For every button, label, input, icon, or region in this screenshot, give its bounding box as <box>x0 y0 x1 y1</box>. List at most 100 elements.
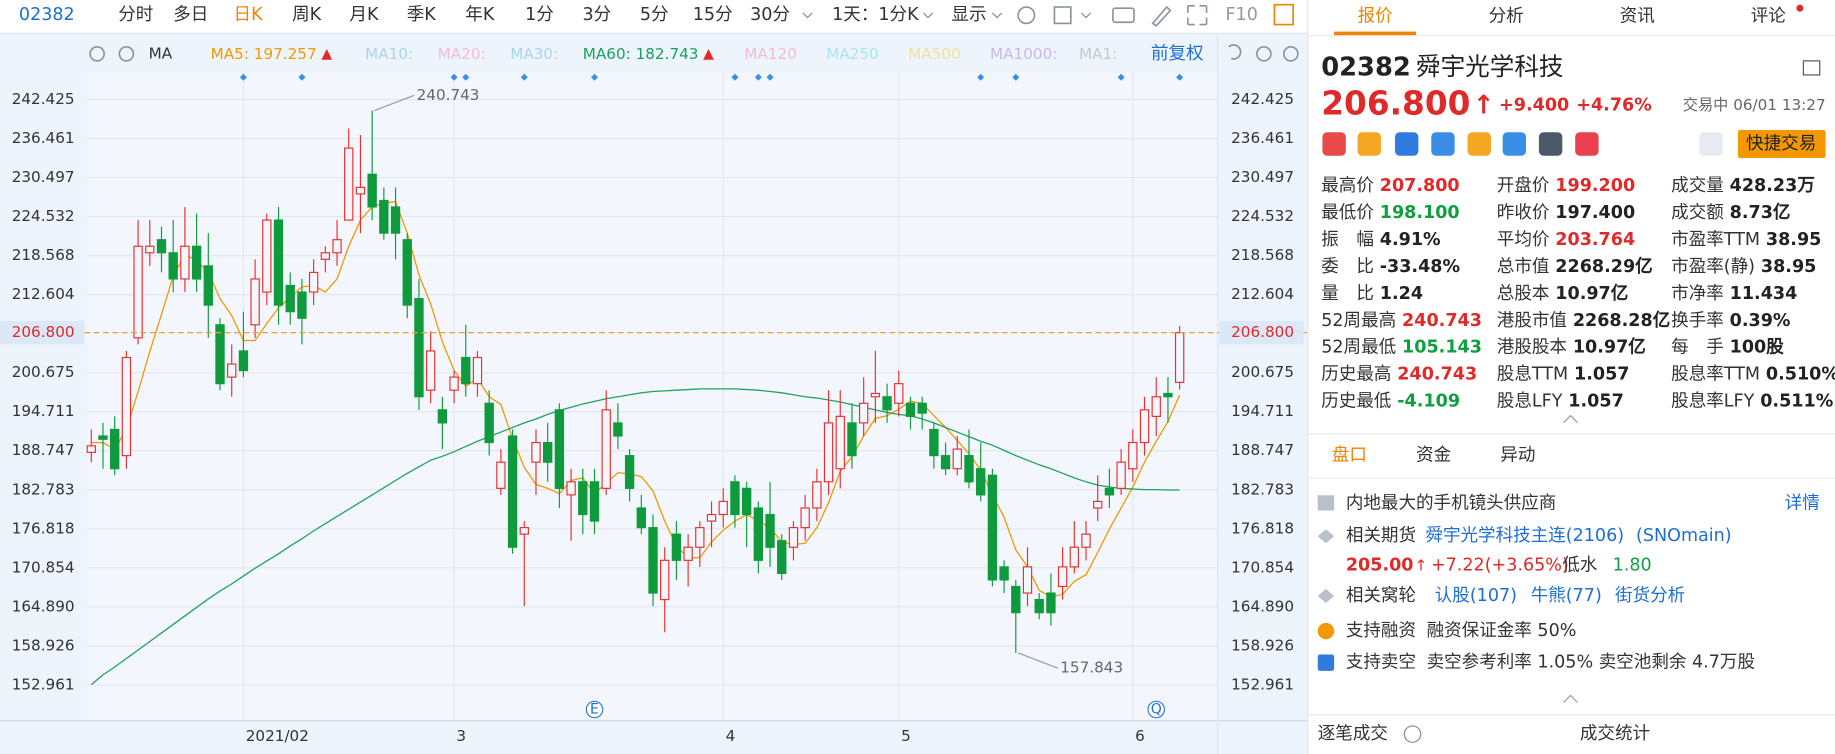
close-indicator-icon[interactable] <box>118 46 135 62</box>
stat-item: 昨收价 197.400 <box>1497 203 1635 223</box>
event-marker[interactable] <box>585 700 604 719</box>
footer-tab[interactable]: 成交统计 <box>1580 724 1650 744</box>
sidebar-icon[interactable] <box>1273 3 1294 26</box>
panel-tab[interactable]: 资讯 <box>1620 6 1655 26</box>
stat-item: 换手率 0.39% <box>1671 311 1791 331</box>
period-tab[interactable]: 多日 <box>173 5 208 25</box>
stat-item: 总市值 2268.29亿 <box>1497 256 1653 277</box>
stat-item: 市盈率TTM 38.95 <box>1671 230 1821 250</box>
trend-icon[interactable] <box>1467 132 1491 156</box>
stat-label: 开盘价 <box>1497 176 1550 196</box>
tag-icon[interactable] <box>1502 132 1527 156</box>
event-marker-label[interactable]: Q <box>1151 702 1162 718</box>
period-tab[interactable]: 1分 <box>525 5 554 25</box>
period-tab[interactable]: 5分 <box>640 5 669 25</box>
panel-subtab[interactable]: 盘口 <box>1332 445 1367 465</box>
interval-select[interactable]: 1天：1分K <box>832 5 919 25</box>
indicator-settings-icon[interactable] <box>89 46 105 62</box>
warrant-link[interactable]: 牛熊(77) <box>1531 586 1602 606</box>
period-tab[interactable]: 年K <box>465 5 495 25</box>
undo-icon[interactable] <box>1228 44 1242 60</box>
stat-label: 港股股本 <box>1497 338 1567 358</box>
event-marker-label[interactable]: E <box>590 702 599 718</box>
collapse-icon[interactable] <box>1563 414 1578 424</box>
stat-item: 最低价 198.100 <box>1321 203 1459 223</box>
candle-body <box>578 481 588 516</box>
period-tab[interactable]: 15分 <box>693 5 733 25</box>
stat-label: 量 比 <box>1321 284 1374 304</box>
event-diamond[interactable] <box>298 73 306 81</box>
alert-icon[interactable] <box>1699 132 1723 156</box>
stat-label: 最低价 <box>1321 203 1374 223</box>
f10-button[interactable]: F10 <box>1225 5 1257 25</box>
event-diamond[interactable] <box>766 73 774 81</box>
candle-body <box>753 507 764 561</box>
stat-item: 52周最低 105.143 <box>1321 338 1482 358</box>
y-tick-label: 212.604 <box>12 285 75 303</box>
period-tab[interactable]: 月K <box>349 5 379 25</box>
stat-value: 2268.29亿 <box>1555 256 1652 277</box>
trade-button[interactable] <box>1737 129 1826 159</box>
zoom-in-icon[interactable] <box>1282 46 1299 62</box>
flash-icon[interactable] <box>1357 132 1381 156</box>
warrant-link[interactable]: 街货分析 <box>1615 586 1685 606</box>
panel-tab[interactable]: 报价 <box>1358 6 1394 26</box>
pencil-icon[interactable] <box>1151 5 1172 27</box>
stat-item: 股息TTM 1.057 <box>1497 365 1630 385</box>
compare-icon[interactable] <box>1394 132 1419 156</box>
hk-icon[interactable] <box>1322 132 1346 156</box>
collapse-icon[interactable] <box>1563 694 1578 703</box>
stat-value: 100股 <box>1730 338 1785 358</box>
stat-label: 市盈率(静) <box>1671 257 1755 277</box>
candle-body <box>671 533 682 561</box>
camera-icon[interactable] <box>1112 7 1135 24</box>
period-tab[interactable]: 季K <box>407 5 437 25</box>
period-tab[interactable]: 周K <box>292 5 322 25</box>
event-diamond[interactable] <box>754 73 762 81</box>
period-tab[interactable]: 30分 <box>750 5 790 25</box>
panel-tab[interactable]: 分析 <box>1489 6 1524 26</box>
period-tab[interactable]: 日K <box>234 5 264 25</box>
settings-icon[interactable] <box>1017 6 1036 25</box>
panel-subtab[interactable]: 资金 <box>1416 445 1452 465</box>
trade-button-label[interactable]: 快捷交易 <box>1746 134 1816 154</box>
futures-code[interactable]: (SNOmain) <box>1636 526 1732 546</box>
dollar-icon[interactable] <box>1431 132 1455 156</box>
event-diamond[interactable] <box>450 73 458 81</box>
event-diamond[interactable] <box>462 73 470 81</box>
fullscreen-icon[interactable] <box>1187 5 1208 26</box>
profile-link[interactable]: 详情 <box>1785 493 1820 513</box>
panel-tab[interactable]: 评论 <box>1751 6 1787 26</box>
period-tab[interactable]: 3分 <box>582 5 611 25</box>
event-diamond[interactable] <box>520 73 528 81</box>
candle-body <box>285 284 295 313</box>
favorite-icon[interactable] <box>1575 132 1599 156</box>
panel-subtab[interactable]: 异动 <box>1500 445 1535 465</box>
ma-legend: MA5: 197.257 ▲ <box>211 44 333 62</box>
warrant-link[interactable]: 认股(107) <box>1435 586 1517 606</box>
event-diamond[interactable] <box>731 73 739 81</box>
period-tab[interactable]: 分时 <box>118 5 153 25</box>
adjust-select[interactable]: 前复权 <box>1151 44 1204 64</box>
futures-name[interactable]: 舜宇光学科技主连(2106) <box>1425 526 1624 546</box>
x-tick-label: 2021/02 <box>246 727 309 745</box>
event-diamond[interactable] <box>977 73 985 81</box>
candle-body <box>917 402 927 414</box>
layout-icon[interactable] <box>1053 6 1072 25</box>
stat-value: 240.743 <box>1402 311 1482 331</box>
event-diamond[interactable] <box>1117 73 1125 81</box>
menu-icon[interactable] <box>1802 60 1821 76</box>
ma-select[interactable]: MA <box>149 44 173 62</box>
event-marker[interactable] <box>1147 700 1166 719</box>
note-icon[interactable] <box>1538 132 1563 156</box>
event-diamond[interactable] <box>1176 73 1184 81</box>
help-icon[interactable] <box>1403 725 1422 743</box>
dropdown-arrow <box>1080 12 1092 19</box>
zoom-out-icon[interactable] <box>1256 46 1272 62</box>
footer-tab[interactable]: 逐笔成交 <box>1318 724 1388 744</box>
display-select[interactable]: 显示 <box>951 5 986 25</box>
event-diamond[interactable] <box>1012 73 1020 81</box>
candle-body <box>1081 533 1091 548</box>
stat-value: 0.510% <box>1766 365 1835 385</box>
event-diamond[interactable] <box>590 73 599 81</box>
